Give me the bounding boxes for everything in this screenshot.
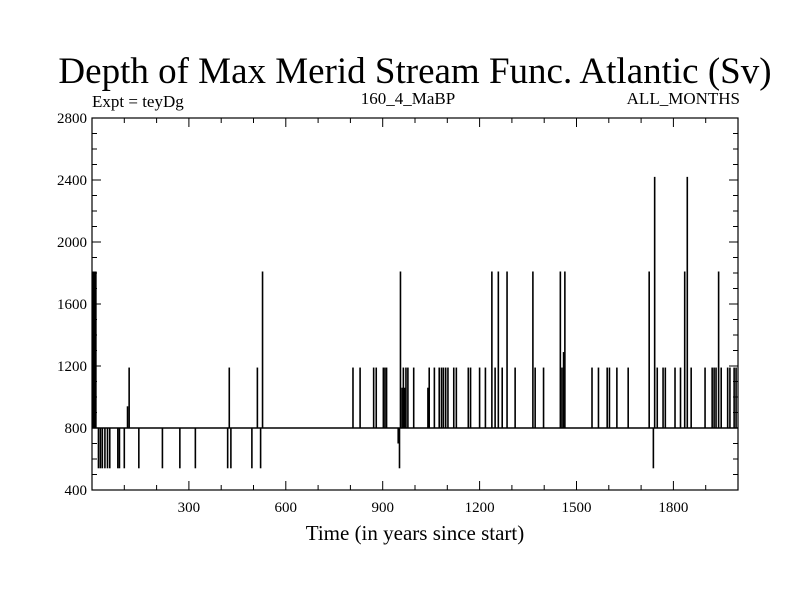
y-tick-label: 400 bbox=[65, 483, 88, 499]
x-tick-label: 600 bbox=[275, 500, 298, 516]
x-tick-labels: 300 600 900 1200 1500 1800 bbox=[178, 500, 689, 516]
x-axis-label: Time (in years since start) bbox=[306, 521, 525, 545]
x-tick-label: 900 bbox=[371, 500, 394, 516]
plot-frame bbox=[91, 117, 739, 491]
experiment-label: Expt = teyDg bbox=[92, 92, 184, 111]
x-tick-label: 1200 bbox=[465, 500, 495, 516]
period-label: 160_4_MaBP bbox=[361, 89, 455, 108]
x-tick-label: 300 bbox=[178, 500, 201, 516]
y-tick-label: 1200 bbox=[57, 359, 87, 375]
months-label: ALL_MONTHS bbox=[627, 89, 740, 108]
y-tick-label: 2000 bbox=[57, 235, 87, 251]
y-tick-label: 800 bbox=[65, 421, 88, 437]
y-tick-label: 2800 bbox=[57, 111, 87, 127]
y-tick-labels: 400 800 1200 1600 2000 2400 2800 bbox=[57, 111, 87, 499]
y-tick-label: 1600 bbox=[57, 297, 87, 313]
y-tick-label: 2400 bbox=[57, 173, 87, 189]
x-tick-label: 1800 bbox=[658, 500, 688, 516]
x-tick-label: 1500 bbox=[562, 500, 592, 516]
chart-title: Depth of Max Merid Stream Func. Atlantic… bbox=[58, 51, 771, 92]
axis-ticks bbox=[92, 117, 738, 491]
plot-area bbox=[91, 176, 738, 469]
